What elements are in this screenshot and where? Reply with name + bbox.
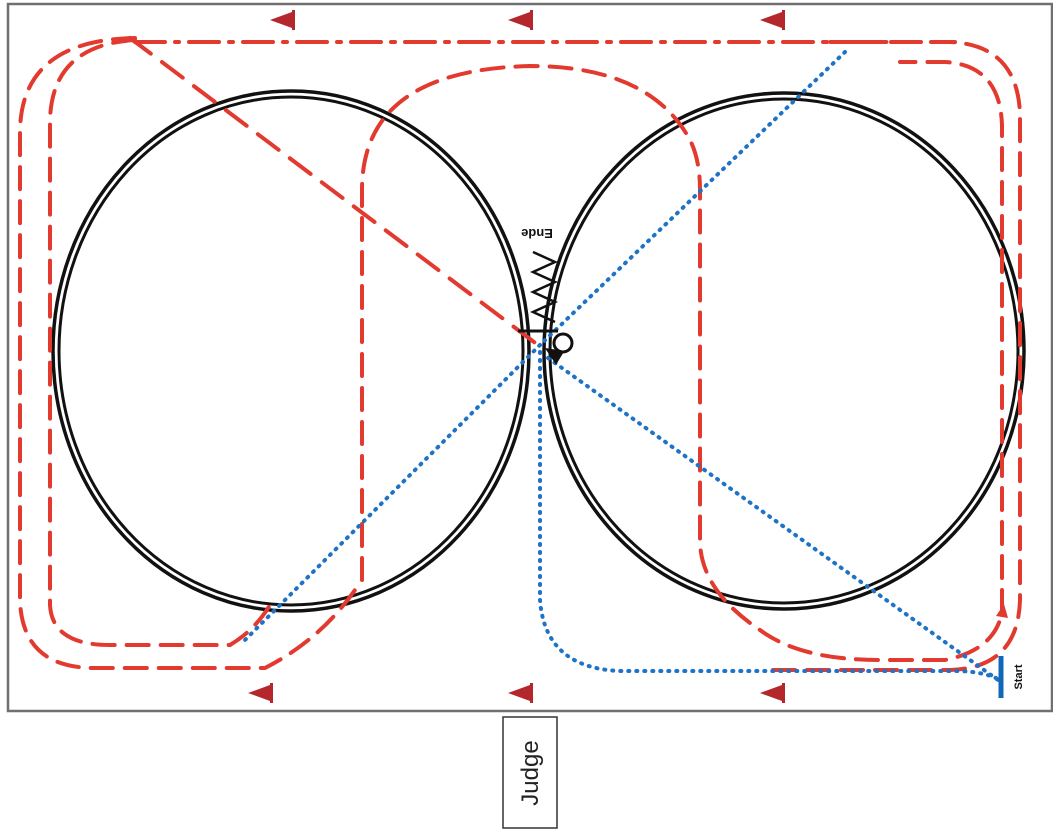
start-label: Start xyxy=(1013,664,1025,689)
judge-box: Judge xyxy=(502,716,558,829)
cones-bottom xyxy=(248,683,785,703)
red-middle-arch xyxy=(360,63,1004,662)
pylon-cone-icon xyxy=(760,10,785,30)
pylon-cone-icon xyxy=(508,10,533,30)
cones-top xyxy=(270,10,785,30)
end-label: Ende xyxy=(521,226,553,241)
pylon-cone-icon xyxy=(270,10,295,30)
red-inner-right-loop xyxy=(898,60,1004,614)
blue-diagonal-upper xyxy=(538,50,847,347)
blue-curve-to-start xyxy=(538,350,1002,682)
right-circle-track xyxy=(542,91,1026,611)
red-inner-loop xyxy=(48,38,272,647)
red-outer-loop xyxy=(18,36,357,670)
judge-label: Judge xyxy=(517,740,544,805)
blue-dotted-routes xyxy=(243,50,1002,682)
blue-diagonal-start xyxy=(546,356,1000,682)
arena-border xyxy=(6,2,1053,713)
pylon-cone-icon xyxy=(760,683,785,703)
red-outer-right-loop xyxy=(771,40,1022,672)
red-arrow-head xyxy=(996,604,1008,618)
red-diagonal-to-center xyxy=(128,36,540,347)
pylon-cone-icon xyxy=(248,683,273,703)
red-dashed-routes xyxy=(18,36,1022,672)
halt-circle-icon xyxy=(518,329,574,365)
pylon-cone-icon xyxy=(508,683,533,703)
left-circle-track xyxy=(51,89,531,613)
zigzag-serpentine-icon xyxy=(529,250,559,324)
blue-diagonal-lower xyxy=(243,343,542,642)
